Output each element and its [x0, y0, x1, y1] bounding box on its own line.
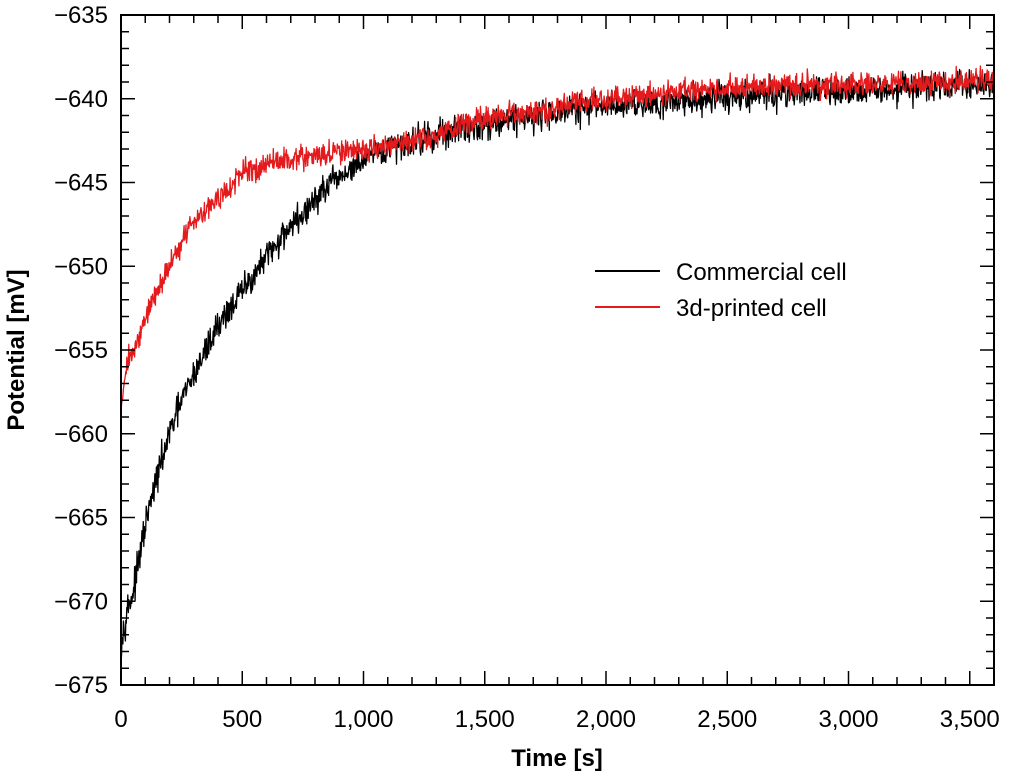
- legend-label-3d-printed: 3d-printed cell: [676, 295, 827, 322]
- y-tick-label: −660: [54, 421, 108, 448]
- x-tick-label: 1,000: [333, 706, 393, 733]
- x-axis-title: Time [s]: [511, 745, 603, 772]
- y-tick-label: −670: [54, 588, 108, 615]
- y-tick-label: −635: [54, 2, 108, 29]
- y-tick-label: −665: [54, 505, 108, 532]
- x-tick-label: 1,500: [455, 706, 515, 733]
- x-tick-label: 0: [114, 706, 127, 733]
- x-tick-label: 3,000: [818, 706, 878, 733]
- x-tick-label: 3,500: [940, 706, 1000, 733]
- plot-frame: [120, 14, 995, 686]
- x-tick-label: 500: [222, 706, 262, 733]
- y-tick-label: −655: [54, 337, 108, 364]
- legend-label-commercial: Commercial cell: [676, 259, 847, 286]
- legend: Commercial cell 3d-printed cell: [595, 259, 847, 322]
- series-line-commercial-cell: [120, 68, 995, 658]
- tick-labels: 0 500 1,000 1,500 2,000 2,500 3,000 3,500 −675 −6…: [54, 2, 1000, 733]
- x-tick-label: 2,500: [697, 706, 757, 733]
- series-line-3d-printed-cell: [120, 65, 995, 413]
- y-tick-label: −675: [54, 672, 108, 699]
- plot-lines: [120, 65, 995, 658]
- y-tick-label: −645: [54, 170, 108, 197]
- y-axis-title: Potential [mV]: [3, 269, 30, 430]
- x-tick-label: 2,000: [576, 706, 636, 733]
- y-tick-label: −640: [54, 86, 108, 113]
- y-tick-label: −650: [54, 253, 108, 280]
